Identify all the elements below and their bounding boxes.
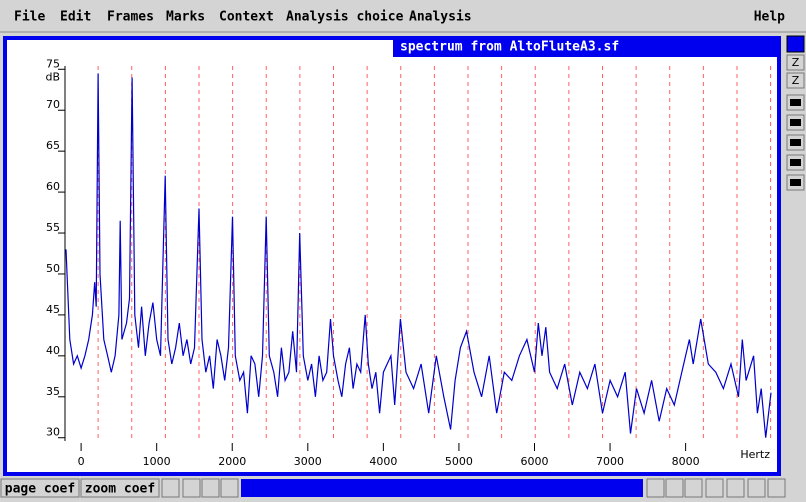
y-tick-label: 35 (46, 385, 60, 398)
frame-header (7, 40, 393, 57)
icon-button[interactable] (684, 478, 703, 498)
menu-item[interactable]: Frames (107, 10, 154, 25)
zoom-button[interactable] (786, 72, 805, 89)
menu-item[interactable]: Analysis choice (286, 10, 404, 25)
x-tick-label: 7000 (596, 455, 624, 468)
icon-glyph (790, 179, 801, 186)
icon-glyph (790, 99, 801, 106)
menu-item[interactable]: File (14, 10, 45, 25)
title-bar (393, 37, 779, 57)
menu-item[interactable]: Analysis (409, 10, 472, 25)
icon-button[interactable] (665, 478, 684, 498)
icon-button[interactable] (726, 478, 745, 498)
menu-help[interactable]: Help (754, 10, 785, 25)
menu-item[interactable]: Marks (166, 10, 205, 25)
menu-item[interactable]: Edit (60, 10, 91, 25)
bottom-button-label[interactable]: zoom coef (85, 482, 155, 497)
window-title: spectrum from AltoFluteA3.sf (400, 40, 619, 55)
icon-glyph (790, 139, 801, 146)
y-tick-label: 60 (46, 180, 60, 193)
menu-item[interactable]: Context (219, 10, 274, 25)
y-tick-label: 65 (46, 139, 60, 152)
icon-glyph (790, 159, 801, 166)
bottom-button-label[interactable]: page coef (5, 482, 75, 497)
icon-button[interactable] (747, 478, 766, 498)
x-tick-label: 3000 (294, 455, 322, 468)
x-axis-label: Hertz (740, 448, 770, 461)
x-tick-label: 8000 (672, 455, 700, 468)
icon-button[interactable] (201, 478, 220, 498)
bottom-icons (161, 478, 786, 498)
y-tick-label: 45 (46, 303, 60, 316)
plot-window (7, 57, 777, 472)
icon-button[interactable] (220, 478, 239, 498)
icon-button[interactable] (182, 478, 201, 498)
y-tick-label: 55 (46, 221, 60, 234)
icon-button[interactable] (767, 478, 786, 498)
zoom-button-label[interactable]: Z (792, 56, 800, 69)
zoom-button-label[interactable]: Z (792, 74, 800, 87)
zoom-button[interactable] (786, 54, 805, 71)
icon-button[interactable] (646, 478, 665, 498)
x-tick-label: 2000 (218, 455, 246, 468)
icon-glyph (790, 119, 801, 126)
icon-button[interactable] (161, 478, 180, 498)
bottom-button[interactable] (80, 478, 160, 498)
x-tick-label: 0 (78, 455, 85, 468)
y-axis-label: dB (45, 70, 60, 83)
y-tick-label: 30 (46, 426, 60, 439)
x-tick-label: 5000 (445, 455, 473, 468)
x-tick-label: 4000 (369, 455, 397, 468)
bottom-button[interactable] (0, 478, 80, 498)
status-bar (241, 479, 643, 497)
spectrum-line (65, 73, 772, 438)
side-icons (786, 94, 805, 191)
icon-button[interactable] (705, 478, 724, 498)
side-select[interactable] (786, 35, 805, 53)
x-tick-label: 6000 (520, 455, 548, 468)
y-tick-label: 40 (46, 344, 60, 357)
y-tick-label: 50 (46, 262, 60, 275)
x-tick-label: 1000 (143, 455, 171, 468)
y-tick-label: 70 (46, 98, 60, 111)
y-tick-label: 75 (46, 57, 60, 70)
